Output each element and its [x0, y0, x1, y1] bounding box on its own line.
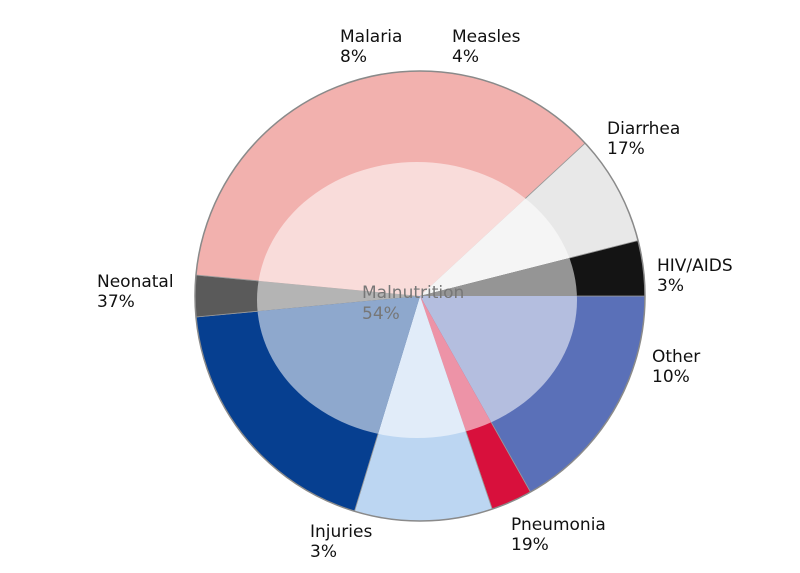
label-diarrhea-name: Diarrhea: [607, 119, 680, 139]
center-label-name: Malnutrition: [362, 283, 464, 303]
center-label-value: 54%: [362, 304, 400, 324]
label-other-name: Other: [652, 347, 700, 367]
label-pneumonia-value: 19%: [511, 535, 549, 555]
overlay-tint-hiv-aids: [420, 296, 531, 438]
label-neonatal-name: Neonatal: [97, 272, 174, 292]
center-label: Malnutrition 54%: [362, 283, 464, 324]
pie-outline: [194, 70, 646, 522]
overlay-tint-injuries: [257, 275, 420, 317]
overlay-tint-measles: [420, 240, 577, 296]
label-injuries-name: Injuries: [310, 522, 372, 542]
label-measles-value: 4%: [452, 47, 479, 67]
label-malaria-name: Malaria: [340, 27, 402, 47]
label-hiv-aids-name: HIV/AIDS: [657, 256, 733, 276]
label-measles-name: Measles: [452, 27, 521, 47]
label-neonatal-value: 37%: [97, 292, 135, 312]
overlay-tint-neonatal: [257, 162, 577, 296]
label-pneumonia-name: Pneumonia: [511, 515, 606, 535]
label-other-value: 10%: [652, 367, 690, 387]
label-injuries-value: 3%: [310, 542, 337, 562]
label-diarrhea-value: 17%: [607, 139, 645, 159]
label-malaria-value: 8%: [340, 47, 367, 67]
overlay-tint-diarrhea: [420, 296, 577, 438]
overlay-tint-malaria: [420, 162, 577, 296]
label-hiv-aids-value: 3%: [657, 276, 684, 296]
overlay-tint-other: [354, 296, 493, 438]
slice-labels: Diarrhea17%HIV/AIDS3%Other10%Pneumonia19…: [97, 27, 733, 562]
